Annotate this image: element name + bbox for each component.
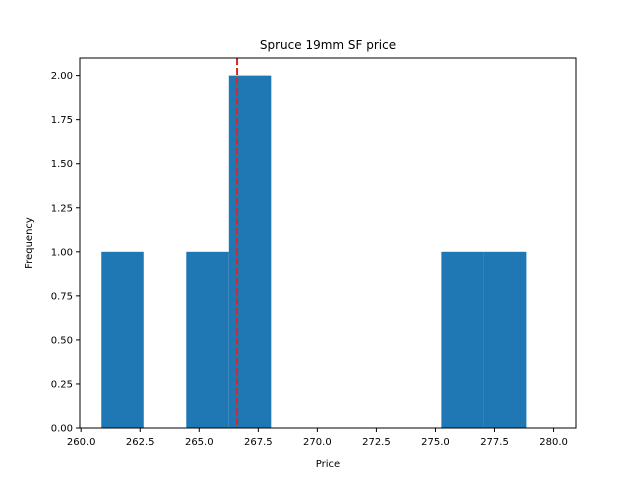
x-tick-label: 272.5 bbox=[362, 437, 391, 448]
histogram-bar bbox=[228, 75, 272, 428]
x-tick-label: 260.0 bbox=[67, 437, 96, 448]
y-tick-label: 1.00 bbox=[51, 247, 73, 258]
y-tick-label: 0.50 bbox=[51, 335, 73, 346]
x-tick-label: 277.5 bbox=[480, 437, 509, 448]
x-tick-label: 265.0 bbox=[185, 437, 214, 448]
x-axis-label: Price bbox=[316, 459, 340, 470]
chart-title: Spruce 19mm SF price bbox=[260, 38, 396, 52]
x-tick-label: 262.5 bbox=[126, 437, 155, 448]
x-tick-label: 270.0 bbox=[303, 437, 332, 448]
histogram-bar bbox=[186, 251, 229, 428]
bars-group bbox=[101, 75, 527, 428]
histogram-bar bbox=[441, 251, 484, 428]
y-tick-label: 1.75 bbox=[51, 115, 73, 126]
y-tick-label: 0.25 bbox=[51, 379, 73, 390]
histogram-bar bbox=[483, 251, 527, 428]
y-tick-label: 2.00 bbox=[51, 71, 73, 82]
y-tick-label: 0.75 bbox=[51, 291, 73, 302]
x-tick-label: 267.5 bbox=[244, 437, 273, 448]
x-ticks-group: 260.0 262.5 265.0 267.5 270.0 272.5 275.0 277.5… bbox=[67, 428, 568, 448]
plot-frame bbox=[79, 57, 577, 429]
y-tick-label: 1.50 bbox=[51, 159, 73, 170]
x-tick-label: 280.0 bbox=[539, 437, 568, 448]
y-ticks-group: 0.00 0.25 0.50 0.75 1.00 1.25 1.50 1.75 2.00 bbox=[51, 71, 80, 435]
y-tick-label: 1.25 bbox=[51, 203, 73, 214]
y-tick-label: 0.00 bbox=[51, 424, 73, 435]
histogram-bar bbox=[101, 251, 144, 428]
x-tick-label: 275.0 bbox=[421, 437, 450, 448]
y-axis-label: Frequency bbox=[24, 217, 35, 269]
